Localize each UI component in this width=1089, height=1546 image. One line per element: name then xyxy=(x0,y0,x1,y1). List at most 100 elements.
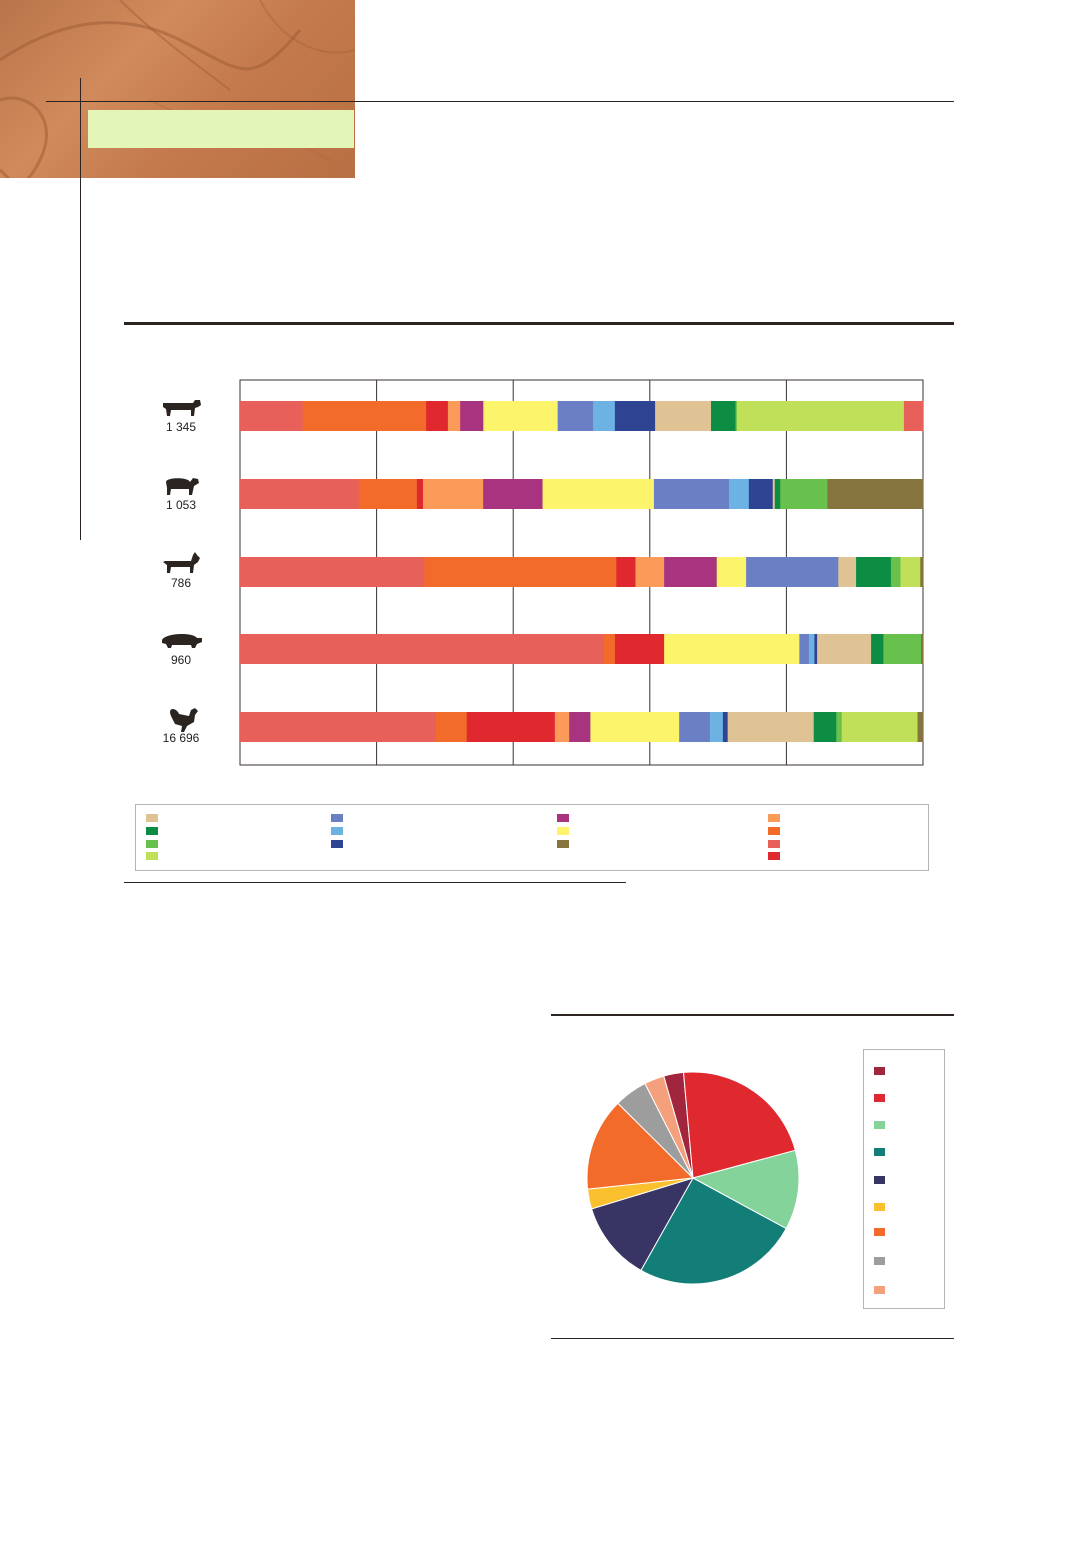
bar-segment xyxy=(814,634,818,664)
bar-segment xyxy=(240,634,605,664)
bar-segment xyxy=(593,401,616,431)
legend-swatch xyxy=(146,852,158,860)
bar-segment xyxy=(614,401,656,431)
pie-legend-item xyxy=(874,1176,890,1184)
bar-segment xyxy=(920,634,924,664)
bar-segment xyxy=(447,401,461,431)
pie-legend-swatch xyxy=(874,1094,885,1102)
bar-segment xyxy=(799,634,810,664)
legend-swatch xyxy=(557,827,569,835)
bar-segment xyxy=(542,479,655,509)
pie-legend-item xyxy=(874,1148,890,1156)
legend-item xyxy=(331,839,349,849)
bar-chart-bottom-rule xyxy=(124,882,626,883)
bar-segment xyxy=(460,401,484,431)
bar-segment xyxy=(838,557,857,587)
legend-item xyxy=(331,813,349,823)
legend-swatch xyxy=(768,827,780,835)
cow-icon xyxy=(163,400,201,416)
bar-segment xyxy=(557,401,594,431)
bar-chart-bars xyxy=(240,401,924,742)
legend-swatch xyxy=(768,814,780,822)
legend-item xyxy=(331,826,349,836)
vertical-rule xyxy=(80,78,81,540)
bar-segment xyxy=(569,712,591,742)
category-label: 786 xyxy=(171,576,191,590)
pie-chart-top-rule xyxy=(551,1014,954,1016)
legend-swatch xyxy=(557,814,569,822)
legend-item xyxy=(557,839,575,849)
bar-segment xyxy=(774,479,781,509)
pie-legend-swatch xyxy=(874,1257,885,1265)
pie-legend-swatch xyxy=(874,1121,885,1129)
bar-segment xyxy=(883,634,922,664)
bar-segment xyxy=(664,557,718,587)
pie-legend-swatch xyxy=(874,1176,885,1184)
bar-segment xyxy=(590,712,680,742)
bar-segment xyxy=(426,401,449,431)
bar-segment xyxy=(416,479,424,509)
bar-segment xyxy=(614,634,665,664)
bar-segment xyxy=(664,634,800,664)
pie-legend-swatch xyxy=(874,1228,885,1236)
bar-segment xyxy=(554,712,570,742)
category-label: 1 053 xyxy=(166,498,196,512)
bar-segment xyxy=(483,401,558,431)
bar-segment xyxy=(716,557,747,587)
bar-segment xyxy=(780,479,828,509)
legend-item xyxy=(146,813,164,823)
bar-segment xyxy=(817,634,872,664)
legend-item xyxy=(768,826,786,836)
bar-segment xyxy=(709,712,724,742)
pie-legend-swatch xyxy=(874,1286,885,1294)
pie-legend-swatch xyxy=(874,1067,885,1075)
bar-chart-legend xyxy=(135,804,929,871)
bar-segment xyxy=(240,557,425,587)
category-label: 960 xyxy=(171,653,191,667)
bar-segment xyxy=(358,479,418,509)
pie-chart xyxy=(586,1071,800,1285)
sheep-icon xyxy=(166,478,199,495)
legend-swatch xyxy=(557,840,569,848)
bar-segment xyxy=(890,557,901,587)
pie-slice xyxy=(590,1177,695,1272)
pie-chart-bottom-rule xyxy=(551,1338,954,1339)
bar-segment xyxy=(746,557,839,587)
bar-segment xyxy=(423,479,484,509)
category-label: 1 345 xyxy=(166,420,196,434)
stacked-bar-chart: 1 345 1 053 786 960 16 696 xyxy=(162,379,924,766)
pie-legend-swatch xyxy=(874,1148,885,1156)
legend-item xyxy=(768,839,786,849)
bar-segment xyxy=(240,479,360,509)
bar-segment xyxy=(841,712,918,742)
pie-legend-item xyxy=(874,1067,890,1075)
chicken-icon xyxy=(170,708,198,732)
bar-segment xyxy=(240,712,437,742)
legend-swatch xyxy=(146,827,158,835)
bar-segment xyxy=(653,479,730,509)
legend-item xyxy=(768,851,786,861)
bar-segment xyxy=(729,479,750,509)
bar-segment xyxy=(856,557,892,587)
pie-slice xyxy=(682,1071,796,1179)
legend-item xyxy=(146,826,164,836)
bar-segment xyxy=(722,712,728,742)
bar-segment xyxy=(827,479,924,509)
legend-swatch xyxy=(331,814,343,822)
bar-segment xyxy=(813,712,837,742)
bar-segment xyxy=(616,557,636,587)
bar-segment xyxy=(240,401,304,431)
bar-segment xyxy=(679,712,711,742)
bar-segment xyxy=(736,401,905,431)
bar-chart-category-labels: 1 345 1 053 786 960 16 696 xyxy=(163,420,200,745)
pie-chart-legend xyxy=(863,1049,945,1309)
header-highlight-box xyxy=(88,110,354,148)
pie-legend-item xyxy=(874,1121,890,1129)
pie-legend-item xyxy=(874,1094,890,1102)
bar-segment xyxy=(466,712,556,742)
bar-segment xyxy=(836,712,843,742)
bar-segment xyxy=(871,634,884,664)
legend-item xyxy=(146,851,164,861)
bar-segment xyxy=(748,479,774,509)
corner-artwork xyxy=(0,0,355,178)
